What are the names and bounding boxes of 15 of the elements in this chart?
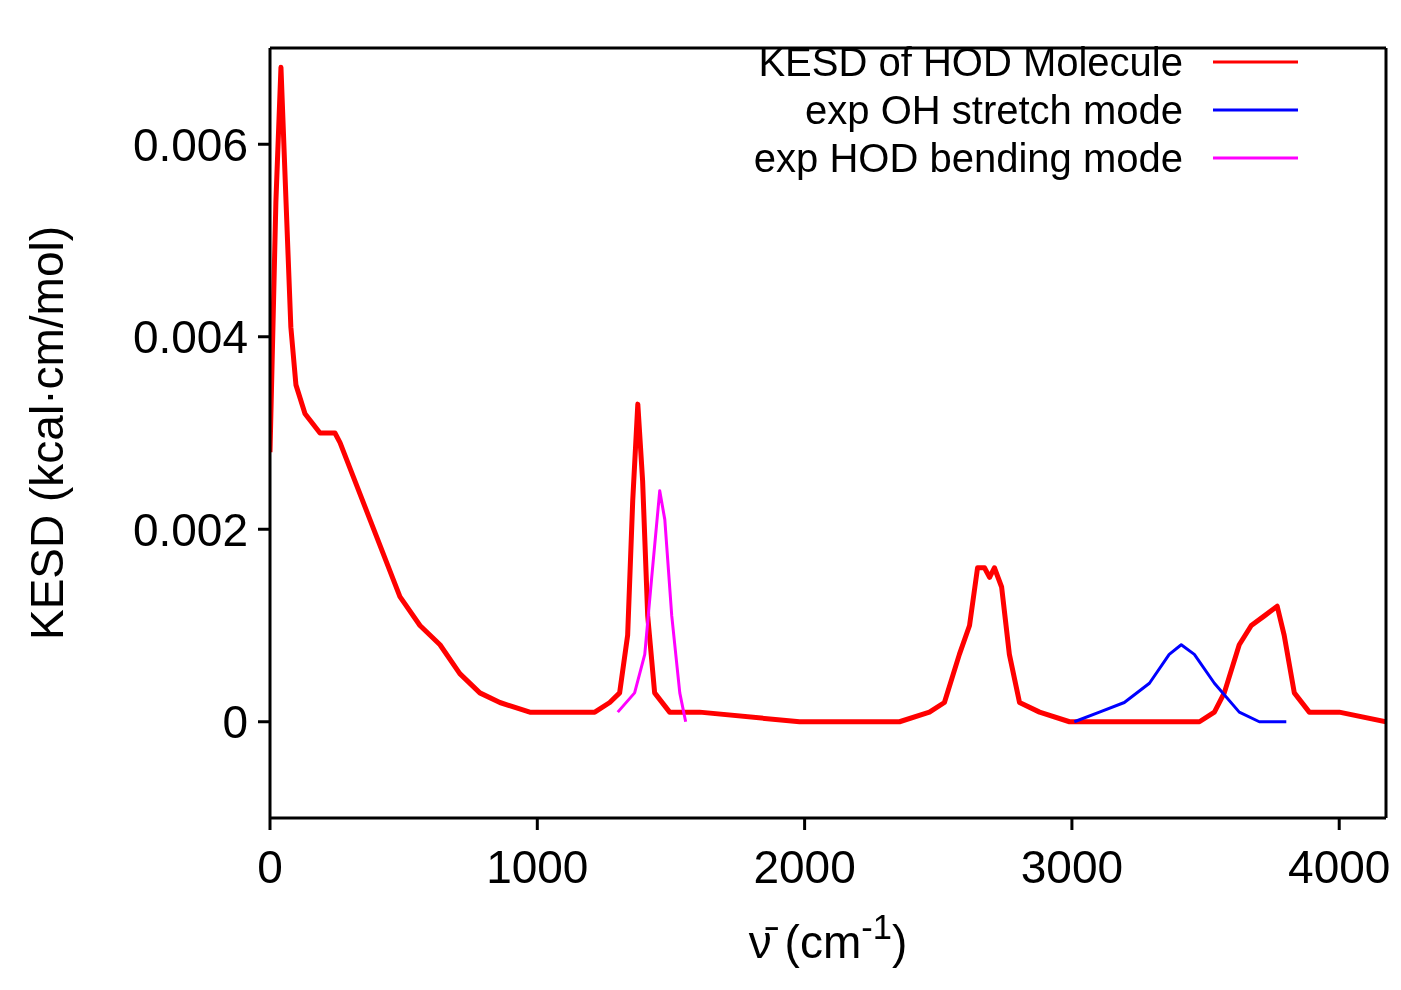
y-tick-label: 0	[222, 696, 248, 749]
x-tick-label: 1000	[486, 840, 589, 893]
y-tick-label: 0.002	[132, 503, 248, 556]
legend-label: exp HOD bending mode	[753, 135, 1183, 182]
line-series	[616, 489, 688, 724]
x-tick-label: 2000	[753, 840, 856, 893]
x-tick-label: 0	[257, 840, 283, 893]
y-tick-label: 0.004	[132, 311, 248, 364]
x-tick-label: 4000	[1288, 840, 1391, 893]
y-axis-title: KESD (kcal·cm/mol)	[21, 225, 73, 641]
y-tick-label: 0.006	[132, 118, 248, 171]
line-series	[1072, 643, 1288, 724]
x-tick-label: 3000	[1020, 840, 1124, 893]
x-axis-title: ν̄ (cm$^{-1}$)	[748, 908, 908, 968]
legend-label: exp OH stretch mode	[805, 87, 1183, 134]
